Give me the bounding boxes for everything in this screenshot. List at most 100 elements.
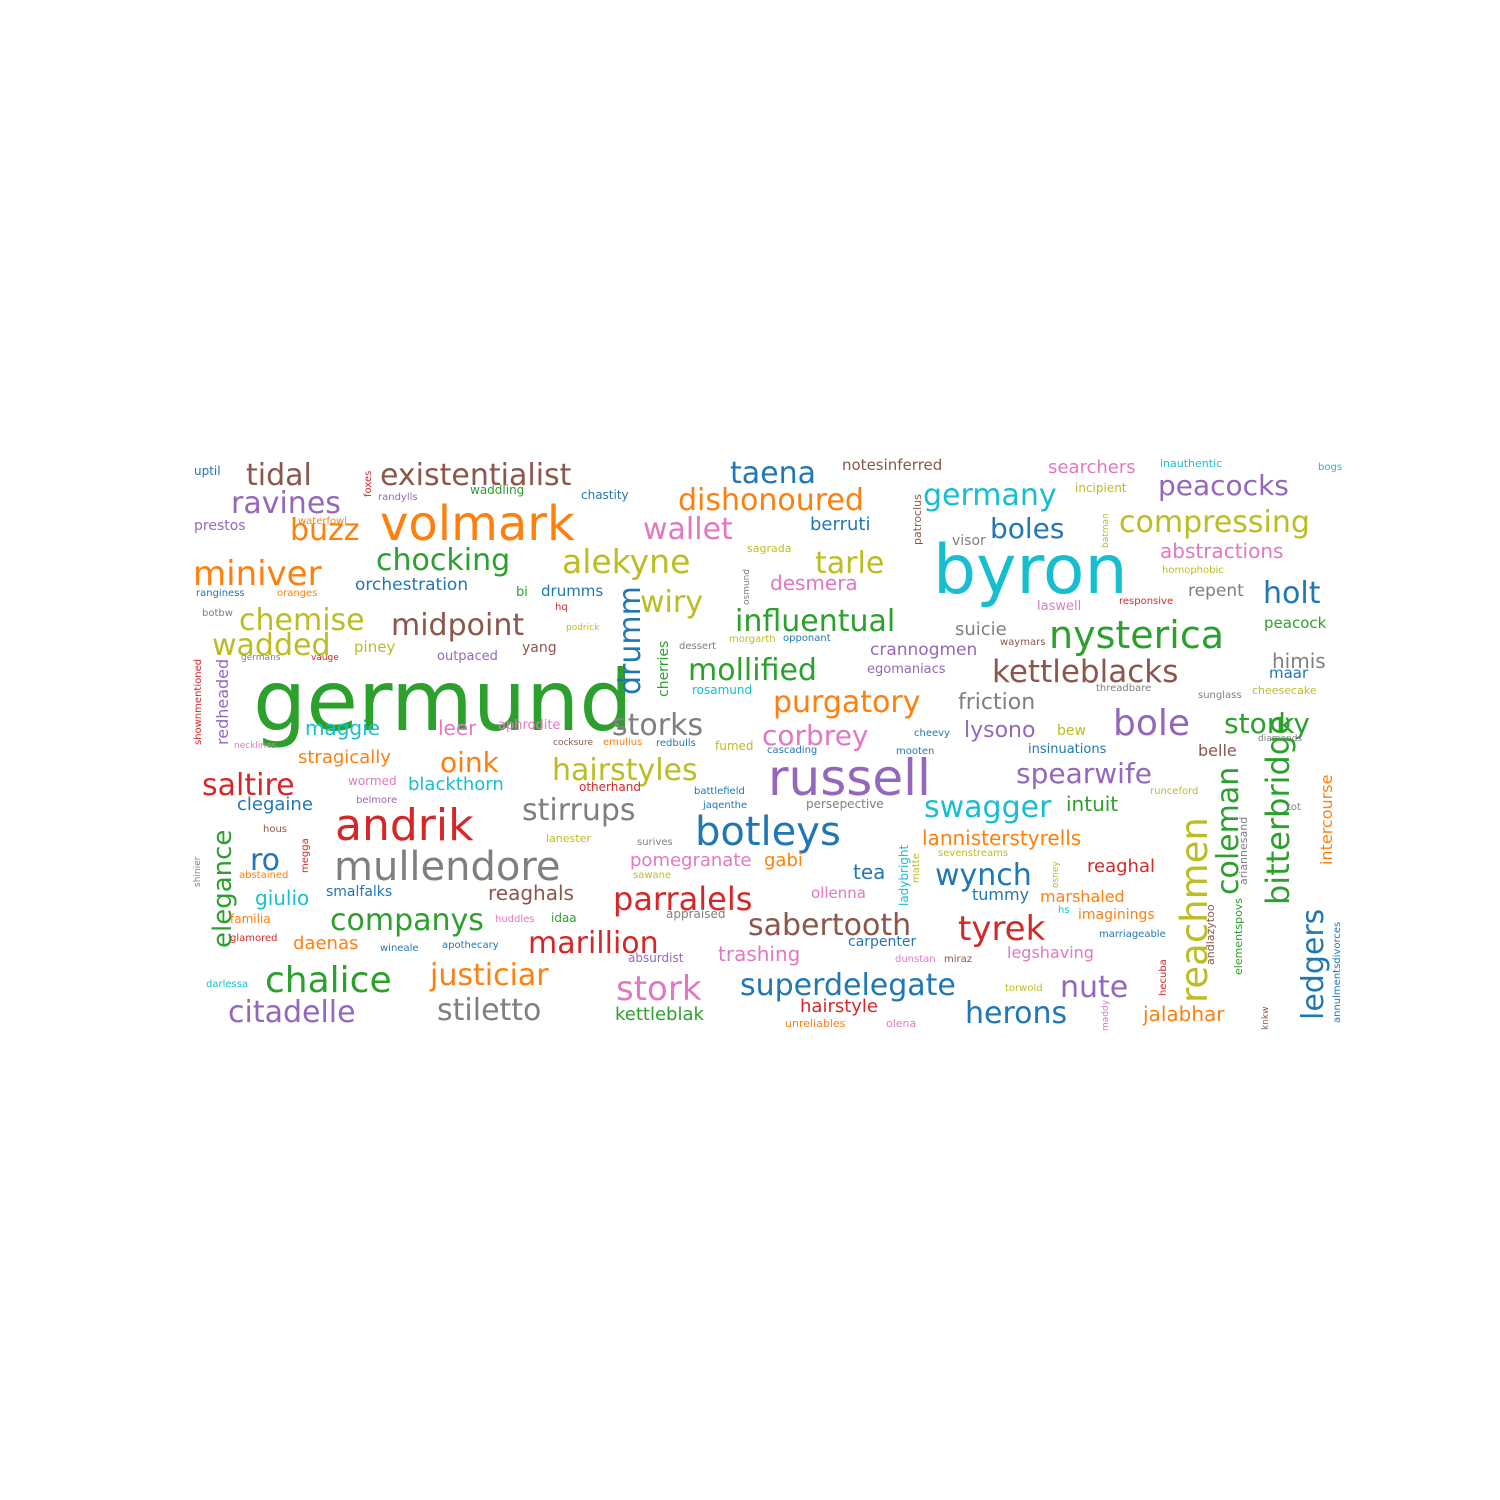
word-cloud-word: apothecary: [442, 940, 499, 951]
word-cloud-word: bi: [516, 585, 528, 600]
word-cloud-word: andlazytoo: [1204, 904, 1217, 965]
word-cloud-word: megga: [300, 838, 311, 873]
word-cloud-word: ladybright: [897, 844, 911, 906]
word-cloud-word: nute: [1060, 970, 1128, 1005]
word-cloud-word: byron: [933, 531, 1128, 610]
word-cloud-word: osney: [1051, 861, 1061, 888]
word-cloud-word: torwold: [1005, 983, 1043, 994]
word-cloud-word: insinuations: [1028, 742, 1107, 757]
word-cloud-word: compressing: [1119, 505, 1310, 540]
word-cloud-word: ledgers: [1296, 909, 1331, 1020]
word-cloud-word: hecuba: [1158, 959, 1169, 996]
word-cloud-word: wiry: [640, 585, 703, 620]
word-cloud-word: drumm: [613, 586, 648, 695]
word-cloud-word: himis: [1272, 649, 1326, 673]
word-cloud-word: cheesecake: [1252, 684, 1317, 697]
word-cloud-word: abstained: [239, 870, 288, 881]
word-cloud-word: osmund: [742, 569, 752, 605]
word-cloud-word: cocksure: [553, 738, 594, 748]
word-cloud-word: idaa: [551, 911, 577, 925]
word-cloud-word: cherries: [656, 641, 672, 697]
word-cloud-word: sevenstreams: [938, 848, 1008, 859]
word-cloud-word: redheaded: [213, 659, 232, 745]
word-cloud-word: dishonoured: [678, 483, 864, 518]
word-cloud-word: wineale: [380, 943, 419, 954]
word-cloud-word: clegaine: [237, 794, 313, 815]
word-cloud-word: huddles: [495, 914, 535, 925]
word-cloud-word: tea: [853, 860, 885, 884]
word-cloud-word: sunglass: [1198, 690, 1242, 701]
word-cloud-word: companys: [330, 903, 484, 938]
word-cloud-word: glamored: [230, 933, 278, 944]
word-cloud-word: kettleblacks: [992, 654, 1178, 690]
word-cloud-word: annulmentsdivorces: [1332, 922, 1343, 1023]
word-cloud-word: legshaving: [1007, 943, 1094, 962]
word-cloud-word: vauge: [311, 653, 339, 663]
word-cloud-word: orchestration: [355, 575, 468, 595]
word-cloud-word: maar: [1269, 664, 1309, 682]
word-cloud-word: searchers: [1048, 457, 1136, 478]
word-cloud-word: wadded: [212, 628, 331, 663]
word-cloud-word: stiletto: [437, 993, 541, 1028]
word-cloud-word: ravines: [231, 486, 341, 521]
word-cloud-word: persepective: [806, 797, 884, 811]
word-cloud-word: repent: [1188, 581, 1244, 601]
word-cloud-word: miraz: [944, 954, 972, 965]
word-cloud-word: wormed: [348, 774, 397, 788]
word-cloud-word: wallet: [643, 512, 733, 547]
word-cloud-word: abstractions: [1160, 539, 1283, 563]
word-cloud-word: dessert: [679, 641, 716, 652]
word-cloud-word: storks: [612, 708, 703, 743]
word-cloud-word: runceford: [1150, 786, 1198, 797]
word-cloud-word: bew: [1057, 723, 1086, 739]
word-cloud-word: blackthorn: [408, 774, 504, 795]
word-cloud-word: maddy: [1101, 999, 1111, 1031]
word-cloud-word: laswell: [1037, 599, 1081, 614]
word-cloud-word: redbulls: [656, 738, 696, 749]
word-cloud-word: hq: [555, 602, 568, 613]
word-cloud-word: influentual: [735, 604, 895, 639]
word-cloud-word: oranges: [277, 588, 317, 599]
word-cloud-word: lannisterstyrells: [922, 826, 1081, 850]
word-cloud-word: reaghal: [1087, 856, 1155, 877]
word-cloud-word: germany: [923, 478, 1057, 513]
word-cloud-word: justiciar: [429, 958, 549, 993]
word-cloud-word: imaginings: [1078, 907, 1155, 923]
word-cloud-word: knkw: [1261, 1007, 1271, 1031]
word-cloud-word: midpoint: [391, 608, 524, 643]
word-cloud-word: smalfalks: [326, 884, 392, 900]
word-cloud-word: trashing: [718, 942, 800, 966]
word-cloud-word: herons: [965, 996, 1067, 1031]
word-cloud-word: holt: [1263, 576, 1321, 611]
word-cloud-word: otherhand: [579, 780, 641, 794]
word-cloud-word: gabi: [764, 850, 803, 871]
word-cloud-word: oink: [440, 746, 500, 779]
word-cloud-word: germans: [241, 653, 281, 663]
word-cloud-word: unreliables: [785, 1017, 846, 1030]
word-cloud-word: intuit: [1066, 792, 1118, 816]
word-cloud-word: andrik: [335, 800, 474, 851]
word-cloud-word: familia: [230, 912, 271, 926]
word-cloud-word: citadelle: [228, 995, 356, 1030]
word-cloud-word: fumed: [715, 739, 754, 753]
word-cloud-word: outpaced: [437, 649, 498, 664]
word-cloud-word: opponant: [783, 633, 831, 644]
word-cloud-word: chemise: [239, 603, 365, 638]
word-cloud-word: randylls: [378, 492, 418, 503]
word-cloud-word: alekyne: [562, 542, 690, 581]
word-cloud-word: inauthentic: [1160, 457, 1222, 470]
word-cloud-word: foxes: [363, 471, 374, 497]
word-cloud-word: cheevy: [914, 728, 950, 739]
word-cloud-word: ariannesand: [1237, 817, 1250, 885]
word-cloud-word: drumms: [541, 582, 603, 600]
word-cloud-word: ro: [250, 843, 280, 878]
word-cloud-word: tarle: [815, 546, 884, 581]
word-cloud-word: purgatory: [773, 685, 921, 720]
word-cloud-word: coleman: [1211, 767, 1246, 895]
word-cloud-word: botbw: [202, 608, 233, 619]
word-cloud-word: olena: [886, 1017, 916, 1030]
word-cloud-word: desmera: [770, 571, 858, 595]
word-cloud-word: corbrey: [762, 719, 869, 752]
word-cloud-word: belmore: [356, 795, 397, 806]
word-cloud-word: tot: [1287, 802, 1301, 813]
